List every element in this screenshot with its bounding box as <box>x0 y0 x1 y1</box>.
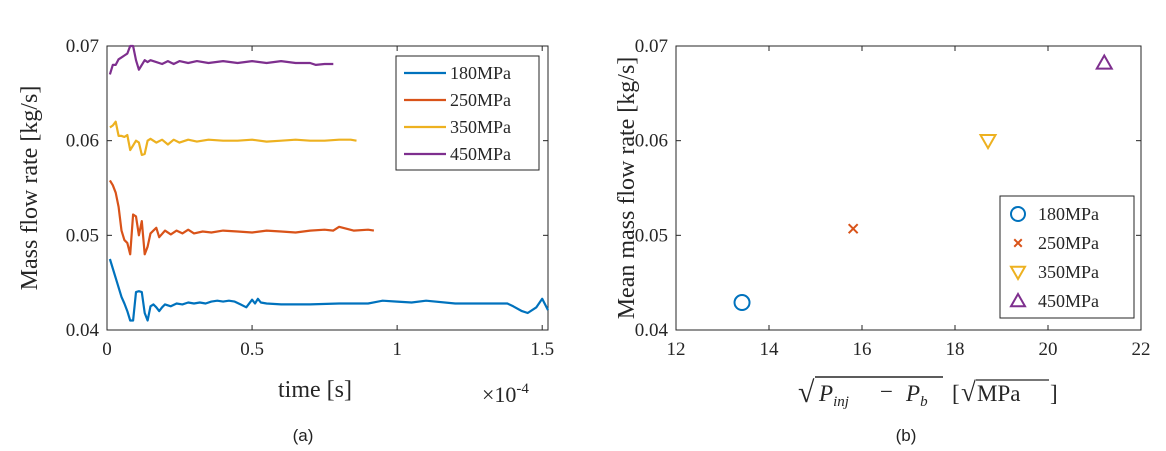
legend-label-350MPa: 350MPa <box>450 117 511 137</box>
x-label-minus: − <box>880 379 893 404</box>
legend-marker-450MPa <box>1009 291 1027 308</box>
series-line-350MPa <box>109 120 357 156</box>
x-label-inj-subscript: inj <box>833 394 849 410</box>
panel-b-legend-box <box>999 195 1135 319</box>
panel-b-x-tick-label: 14 <box>760 339 780 360</box>
series-line-180MPa <box>108 258 549 322</box>
panel-b-legend-items: 180MPa 250MPa 350MPa 450MPa <box>1009 204 1099 311</box>
panel-a-y-tick-label: 0.05 <box>66 225 99 246</box>
legend-label-350MPa: 350MPa <box>1038 262 1099 282</box>
series-line-250MPa <box>108 179 375 256</box>
panel-a-legend-box <box>395 55 540 171</box>
marker-250MPa <box>847 223 859 234</box>
panel-a-legend-items: 180MPa 250MPa 350MPa 450MPa <box>404 63 511 164</box>
legend-label-180MPa: 180MPa <box>1038 204 1099 224</box>
x-label-p: P <box>818 381 833 406</box>
x-label-unit: MPa <box>977 381 1020 406</box>
panel-a-y-tick-label: 0.04 <box>66 320 100 341</box>
panel-a-x-axis-label: time [s] <box>278 377 352 403</box>
x-label-p-inj: Pinj <box>818 381 849 410</box>
panel-b-x-tick-label: 20 <box>1039 339 1058 360</box>
panel-a-y-ticks: 0.04 0.05 0.06 0.07 <box>66 36 548 341</box>
panel-b-y-tick-label: 0.06 <box>635 131 668 152</box>
x-label-sqrt-symbol: √ <box>798 376 815 409</box>
x-label-unit-close-bracket: ] <box>1050 381 1058 406</box>
x-label-p2: P <box>905 381 920 406</box>
marker-350MPa <box>978 134 998 151</box>
panel-b-x-tick-label: 22 <box>1132 339 1151 360</box>
panel-a-y-tick-label: 0.06 <box>66 131 99 152</box>
panel-a-legend: 180MPa 250MPa 350MPa 450MPa <box>395 55 540 171</box>
panel-b-caption: (b) <box>896 426 917 445</box>
panel-a-caption: (a) <box>293 426 314 445</box>
panel-a-x-exponent-power: -4 <box>516 381 529 397</box>
panel-b-y-tick-label: 0.07 <box>635 36 668 57</box>
legend-label-250MPa: 250MPa <box>450 90 511 110</box>
panel-b-markers-group <box>733 53 1114 312</box>
legend-marker-180MPa <box>1010 206 1026 222</box>
marker-180MPa <box>733 294 751 312</box>
panel-b-y-tick-label: 0.04 <box>635 320 669 341</box>
panel-a-x-ticks: 0 0.5 1 1.5 <box>102 46 554 360</box>
legend-marker-250MPa <box>1013 238 1023 248</box>
panel-a-line-chart: 0 0.5 1 1.5 0.04 0.05 0.06 0.07 time [s] Mass … <box>17 36 554 445</box>
panel-b-y-ticks: 0.04 0.05 0.06 0.07 <box>635 36 1141 341</box>
legend-label-250MPa: 250MPa <box>1038 233 1099 253</box>
panel-b-x-tick-label: 18 <box>946 339 965 360</box>
marker-450MPa <box>1095 53 1114 70</box>
panel-b-y-axis-label: Mean mass flow rate [kg/s] <box>614 57 640 320</box>
panel-b-scatter-chart: 12 14 16 18 20 22 0.04 0.05 0.06 0.07 Mean mass … <box>614 36 1151 445</box>
panel-a-y-tick-label: 0.07 <box>66 36 99 57</box>
panel-b-x-tick-label: 12 <box>667 339 686 360</box>
panel-a-y-axis-label: Mass flow rate [kg/s] <box>17 86 43 291</box>
legend-label-450MPa: 450MPa <box>450 144 511 164</box>
x-label-b-subscript: b <box>920 394 928 410</box>
panel-b-x-axis-label: √ Pinj − Pb [ √ MPa ] <box>798 376 1058 410</box>
panel-a-x-tick-label: 1 <box>392 339 402 360</box>
x-label-unit-sqrt-symbol: √ <box>961 377 976 407</box>
panel-b-x-ticks: 12 14 16 18 20 22 <box>667 46 1151 360</box>
panel-b-x-tick-label: 16 <box>853 339 872 360</box>
panel-a-x-exponent: ×10-4 <box>482 381 529 407</box>
legend-label-180MPa: 180MPa <box>450 63 511 83</box>
panel-a-x-tick-label: 0.5 <box>240 339 264 360</box>
legend-marker-350MPa <box>1009 265 1027 282</box>
panel-a-series-group <box>108 44 549 322</box>
panel-a-x-tick-label: 0 <box>102 339 112 360</box>
panel-b-y-tick-label: 0.05 <box>635 225 668 246</box>
legend-label-450MPa: 450MPa <box>1038 291 1099 311</box>
panel-a-x-exponent-base: ×10 <box>482 382 516 407</box>
x-label-p-b: Pb <box>905 381 928 410</box>
series-line-450MPa <box>108 44 334 75</box>
panel-a-x-tick-label: 1.5 <box>530 339 554 360</box>
x-label-unit-open-bracket: [ <box>952 381 960 406</box>
panel-b-legend: 180MPa 250MPa 350MPa 450MPa <box>999 195 1135 319</box>
